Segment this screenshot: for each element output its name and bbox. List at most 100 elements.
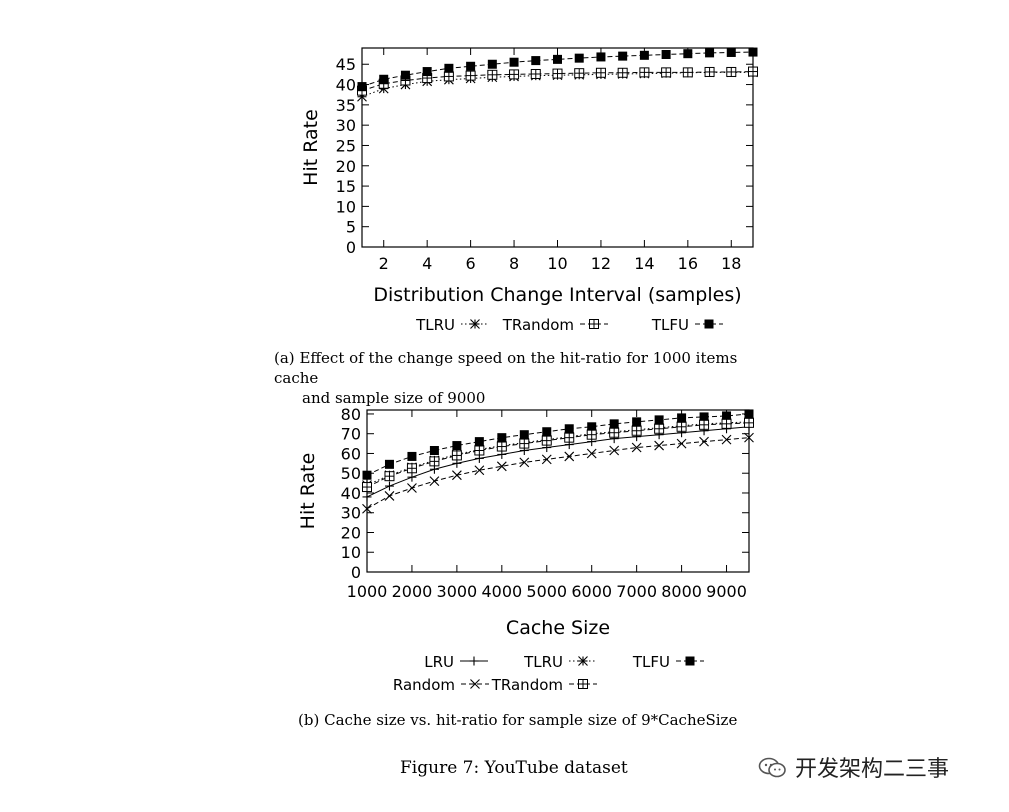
data-point [748,47,758,57]
y-tick-label: 0 [346,238,356,257]
data-point [406,463,417,474]
x-tick-label: 4 [422,254,432,273]
x-tick-label: 16 [678,254,698,273]
data-point [564,451,575,462]
y-tick-label: 45 [336,55,356,74]
data-point [519,430,529,440]
x-axis-label: Distribution Change Interval (samples) [373,284,741,306]
legend: LRU TLRU TLFU Random TRandom [393,653,704,694]
y-tick-label: 40 [336,76,356,95]
x-tick-label: 14 [634,254,654,273]
x-tick-label: 4000 [481,582,522,601]
y-tick-label: 15 [336,177,356,196]
data-point [362,482,372,493]
legend-label: TLRU [415,316,455,334]
x-tick-label: 10 [547,254,567,273]
x-tick-label: 18 [721,254,741,273]
data-point [676,438,687,449]
data-point [726,66,737,77]
data-point [705,48,715,58]
data-point [631,442,642,453]
data-point [586,429,597,440]
series-line [366,422,750,488]
y-tick-label: 20 [336,157,356,176]
series-line [366,413,750,476]
legend-marker [470,319,480,329]
data-point [564,424,574,434]
legend: TLRU TRandom TLFU [415,316,723,334]
data-point [699,419,710,430]
data-point [721,434,732,445]
y-tick-label: 20 [341,523,361,542]
legend-label: Random [393,676,455,694]
data-point [552,68,563,79]
series-line [366,426,750,498]
data-point [609,419,619,429]
data-point [574,53,584,63]
x-tick-label: 9000 [706,582,747,601]
legend-label: TLFU [651,316,689,334]
x-tick-label: 1000 [347,582,388,601]
y-tick-label: 10 [336,197,356,216]
data-point [683,49,693,59]
data-point [632,417,642,427]
series-lru [362,422,754,502]
caption-a: (a) Effect of the change speed on the hi… [274,348,774,408]
data-point [379,74,389,84]
y-tick-label: 25 [336,136,356,155]
data-point [704,66,715,77]
data-point [509,69,520,80]
x-tick-label: 3000 [437,582,478,601]
data-point [384,481,394,491]
data-point [362,503,372,514]
legend-marker [469,656,479,666]
data-point [587,422,597,432]
y-tick-label: 0 [351,563,361,582]
data-point [487,69,498,80]
data-point [726,47,736,57]
data-point [744,432,754,443]
caption-b-line1: Cache size vs. hit-ratio for sample size… [324,711,738,729]
y-tick-label: 70 [341,425,361,444]
legend-marker [470,679,480,689]
data-point [541,435,552,446]
x-tick-label: 2 [379,254,389,273]
caption-a-line2: and sample size of 9000 [302,389,486,407]
x-tick-label: 12 [591,254,611,273]
series-tlru [362,416,754,490]
x-tick-label: 6 [466,254,476,273]
x-tick-label: 5000 [526,582,567,601]
data-point [699,436,709,447]
y-tick-label: 35 [336,96,356,115]
data-point [429,456,440,467]
data-point [384,491,395,501]
y-axis-label: Hit Rate [297,453,319,530]
data-point [586,448,597,459]
data-point [676,421,687,432]
data-point [744,409,754,419]
data-point [444,63,454,73]
data-point [519,438,530,449]
data-point [496,461,507,472]
y-tick-label: 30 [341,504,361,523]
data-point [487,59,497,69]
data-point [407,472,417,482]
data-point [519,457,530,468]
data-point [407,451,417,461]
y-tick-label: 5 [346,218,356,237]
data-point [639,50,649,60]
caption-b: (b) Cache size vs. hit-ratio for sample … [298,710,758,730]
caption-b-label: (b) [298,711,320,729]
data-point [553,54,562,64]
data-point [654,423,665,434]
data-point [596,52,606,62]
data-point [699,412,709,422]
data-point [654,440,665,451]
data-point [429,476,440,487]
x-tick-label: 6000 [571,582,612,601]
data-point [574,68,585,79]
